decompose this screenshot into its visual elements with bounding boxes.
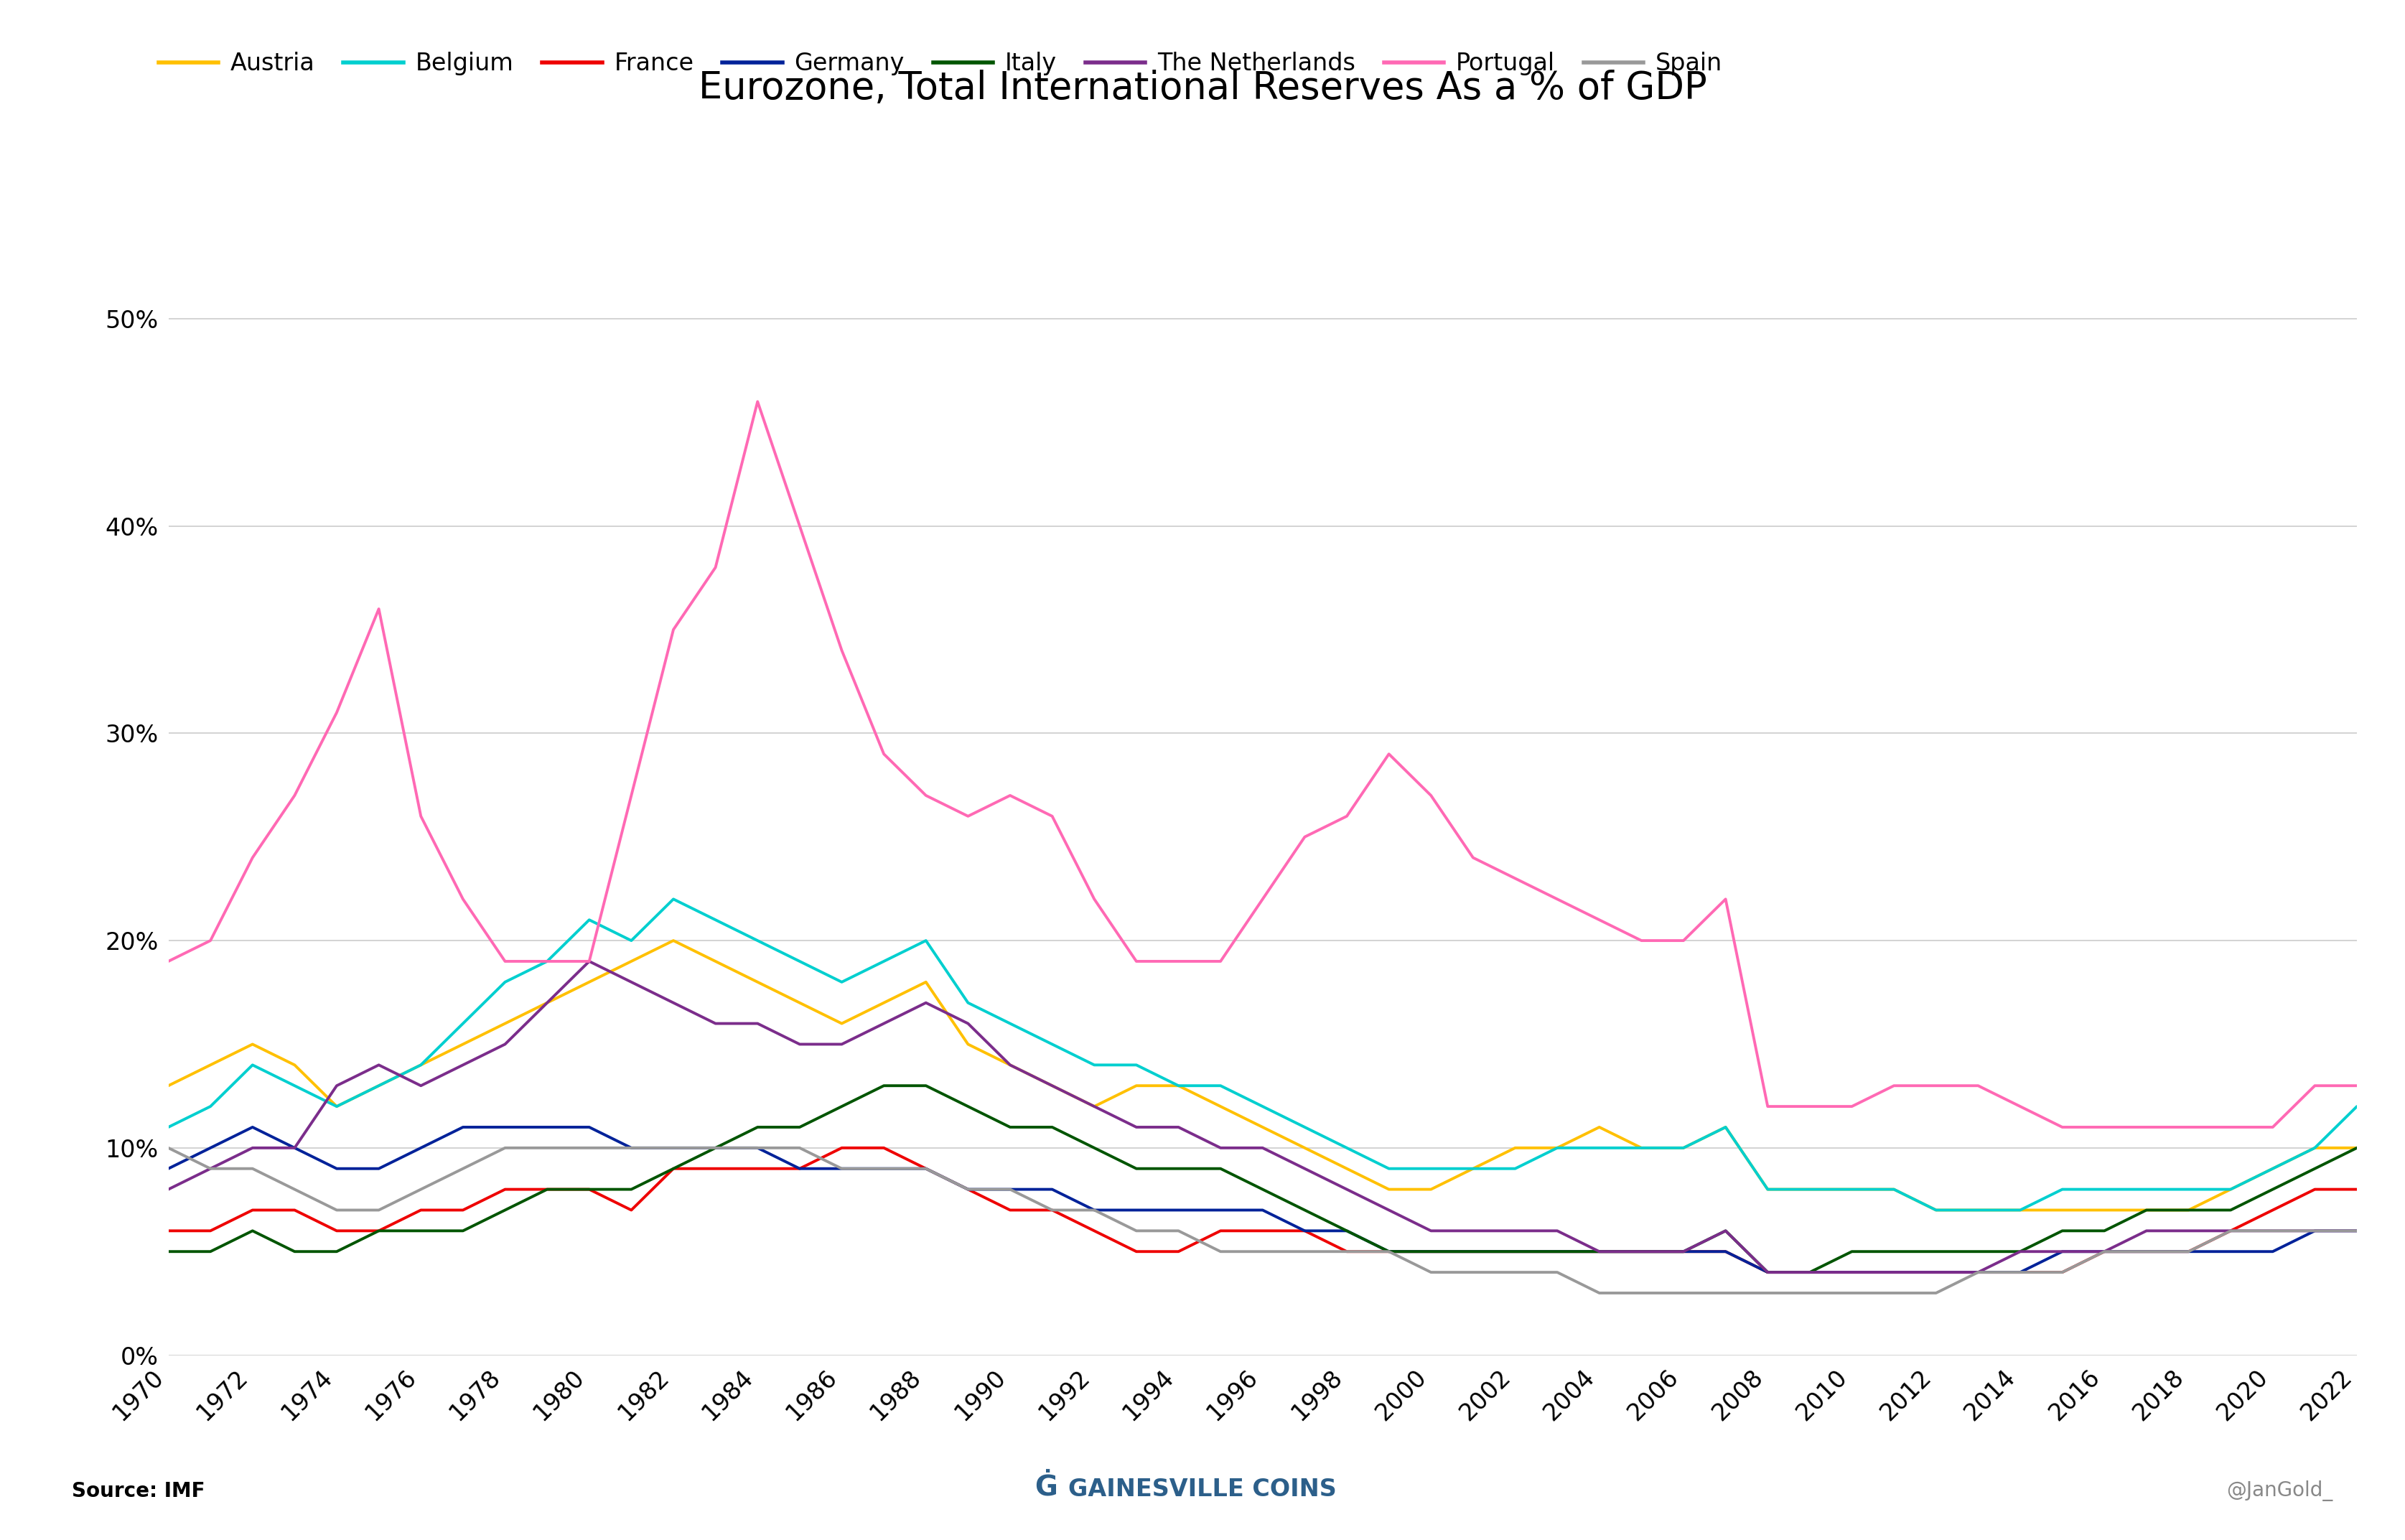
Portugal — [743, 393, 772, 411]
Italy — [1501, 1243, 1530, 1261]
The Netherlands — [1457, 1221, 1486, 1240]
Italy — [154, 1243, 183, 1261]
France — [1753, 1263, 1782, 1281]
Spain — [154, 1138, 183, 1157]
Belgium — [154, 1118, 183, 1137]
Austria — [1626, 1138, 1655, 1157]
Belgium — [1585, 1138, 1614, 1157]
France — [1457, 1243, 1486, 1261]
France — [743, 1160, 772, 1178]
Text: Source: IMF: Source: IMF — [72, 1481, 204, 1502]
Spain — [1417, 1263, 1445, 1281]
Line: France: France — [168, 1147, 2357, 1272]
Spain — [1457, 1263, 1486, 1281]
Germany — [154, 1160, 183, 1178]
Belgium — [1626, 1138, 1655, 1157]
The Netherlands — [1922, 1263, 1950, 1281]
Line: Spain: Spain — [168, 1147, 2357, 1294]
France — [827, 1138, 856, 1157]
Portugal — [1457, 849, 1486, 867]
France — [2342, 1180, 2371, 1198]
Spain — [1544, 1263, 1573, 1281]
Austria — [1457, 1160, 1486, 1178]
Germany — [238, 1118, 267, 1137]
The Netherlands — [1585, 1243, 1614, 1261]
Portugal — [1501, 869, 1530, 887]
France — [1501, 1243, 1530, 1261]
The Netherlands — [1501, 1221, 1530, 1240]
Portugal — [2342, 1076, 2371, 1095]
Portugal — [1881, 1076, 1910, 1095]
Austria — [659, 932, 688, 950]
Italy — [1585, 1243, 1614, 1261]
Germany — [1922, 1263, 1950, 1281]
The Netherlands — [784, 1035, 813, 1053]
Portugal — [1585, 910, 1614, 929]
Austria — [154, 1076, 183, 1095]
Germany — [1501, 1243, 1530, 1261]
Text: GAINESVILLE COINS: GAINESVILLE COINS — [1068, 1478, 1337, 1502]
Text: Ġ: Ġ — [1034, 1474, 1058, 1502]
Portugal — [1626, 932, 1655, 950]
France — [1626, 1243, 1655, 1261]
France — [154, 1221, 183, 1240]
Germany — [1585, 1243, 1614, 1261]
Belgium — [784, 952, 813, 970]
Austria — [1922, 1201, 1950, 1220]
Portugal — [2049, 1118, 2078, 1137]
Line: The Netherlands: The Netherlands — [168, 961, 2357, 1272]
Germany — [784, 1160, 813, 1178]
Legend: Austria, Belgium, France, Germany, Italy, The Netherlands, Portugal, Spain: Austria, Belgium, France, Germany, Italy… — [159, 52, 1722, 75]
The Netherlands — [575, 952, 604, 970]
Germany — [1457, 1243, 1486, 1261]
The Netherlands — [1626, 1243, 1655, 1261]
Text: Eurozone, Total International Reserves As a % of GDP: Eurozone, Total International Reserves A… — [697, 69, 1708, 106]
Italy — [2342, 1138, 2371, 1157]
Italy — [1753, 1263, 1782, 1281]
Italy — [1922, 1243, 1950, 1261]
Italy — [871, 1076, 899, 1095]
Italy — [743, 1118, 772, 1137]
Line: Italy: Italy — [168, 1086, 2357, 1272]
Text: @JanGold_: @JanGold_ — [2227, 1480, 2333, 1502]
The Netherlands — [2342, 1221, 2371, 1240]
Belgium — [659, 890, 688, 909]
Spain — [2342, 1221, 2371, 1240]
France — [1922, 1263, 1950, 1281]
Spain — [743, 1138, 772, 1157]
The Netherlands — [1753, 1263, 1782, 1281]
Line: Belgium: Belgium — [168, 899, 2357, 1210]
Belgium — [1501, 1160, 1530, 1178]
Line: Portugal: Portugal — [168, 402, 2357, 1127]
Austria — [1585, 1118, 1614, 1137]
Line: Germany: Germany — [168, 1127, 2357, 1272]
Portugal — [784, 517, 813, 536]
Belgium — [1922, 1201, 1950, 1220]
Belgium — [2342, 1096, 2371, 1115]
Belgium — [1457, 1160, 1486, 1178]
Spain — [1881, 1284, 1910, 1303]
Belgium — [1881, 1180, 1910, 1198]
Spain — [1585, 1284, 1614, 1303]
Austria — [784, 993, 813, 1012]
Line: Austria: Austria — [168, 941, 2357, 1210]
Germany — [1753, 1263, 1782, 1281]
France — [1585, 1243, 1614, 1261]
The Netherlands — [154, 1180, 183, 1198]
Germany — [1626, 1243, 1655, 1261]
Spain — [2131, 1243, 2160, 1261]
Austria — [1881, 1180, 1910, 1198]
Italy — [1626, 1243, 1655, 1261]
Germany — [2342, 1221, 2371, 1240]
Austria — [1501, 1138, 1530, 1157]
Austria — [2342, 1138, 2371, 1157]
Portugal — [154, 952, 183, 970]
Italy — [1457, 1243, 1486, 1261]
